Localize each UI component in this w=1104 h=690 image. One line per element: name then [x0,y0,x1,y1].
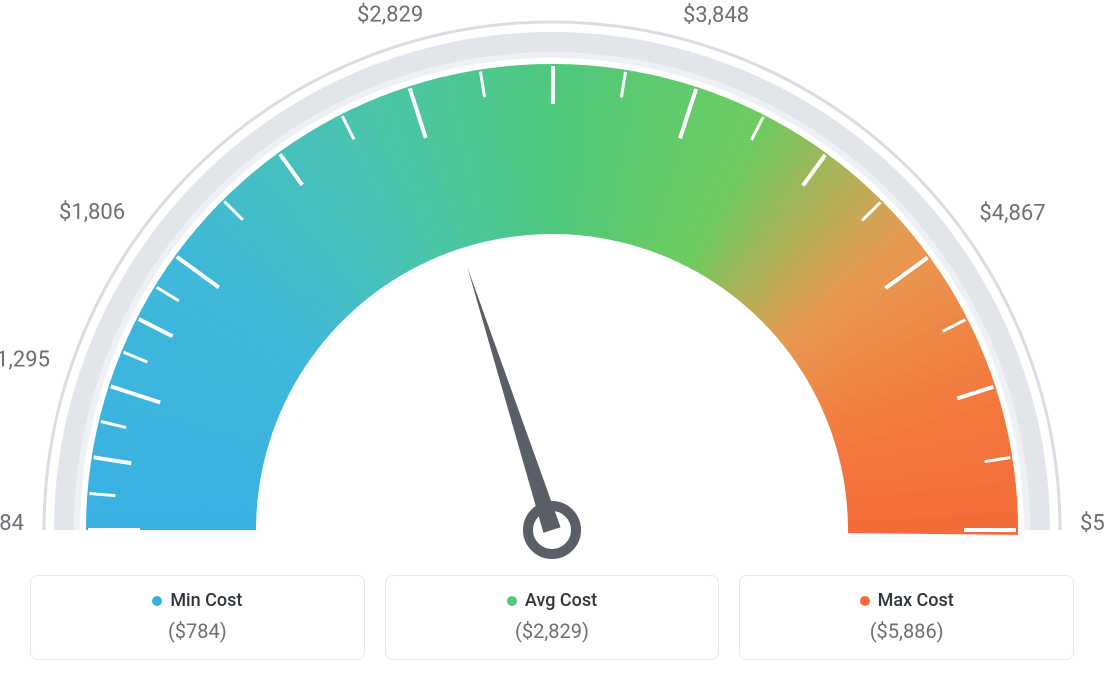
legend-avg-value: ($2,829) [396,619,709,643]
legend-avg-card: Avg Cost ($2,829) [385,575,720,660]
legend-min-card: Min Cost ($784) [30,575,365,660]
legend-row: Min Cost ($784) Avg Cost ($2,829) Max Co… [0,575,1104,660]
tick-label: $4,867 [979,201,1045,226]
dot-icon [507,596,517,606]
legend-avg-title: Avg Cost [507,590,597,611]
tick-label: $2,829 [357,2,423,27]
legend-max-card: Max Cost ($5,886) [739,575,1074,660]
tick-label: $784 [0,511,24,536]
legend-min-title: Min Cost [152,590,242,611]
legend-max-title: Max Cost [860,590,954,611]
tick-label: $5,886 [1080,511,1104,536]
tick-label: $3,848 [683,3,749,28]
tick-label: $1,806 [59,200,125,225]
dot-icon [152,596,162,606]
legend-max-label: Max Cost [878,590,954,611]
legend-avg-label: Avg Cost [525,590,597,611]
gauge-chart: $784 $1,295 $1,806 $2,829 $3,848 $4,867 $5,886 [0,0,1104,570]
tick-label: $1,295 [0,348,50,373]
legend-max-value: ($5,886) [750,619,1063,643]
legend-min-value: ($784) [41,619,354,643]
legend-min-label: Min Cost [170,590,242,611]
gauge-needle [467,267,560,532]
dot-icon [860,596,870,606]
